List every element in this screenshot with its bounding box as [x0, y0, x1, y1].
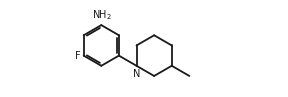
Text: N: N	[133, 69, 140, 79]
Text: F: F	[75, 51, 81, 61]
Text: NH$_2$: NH$_2$	[92, 8, 112, 22]
